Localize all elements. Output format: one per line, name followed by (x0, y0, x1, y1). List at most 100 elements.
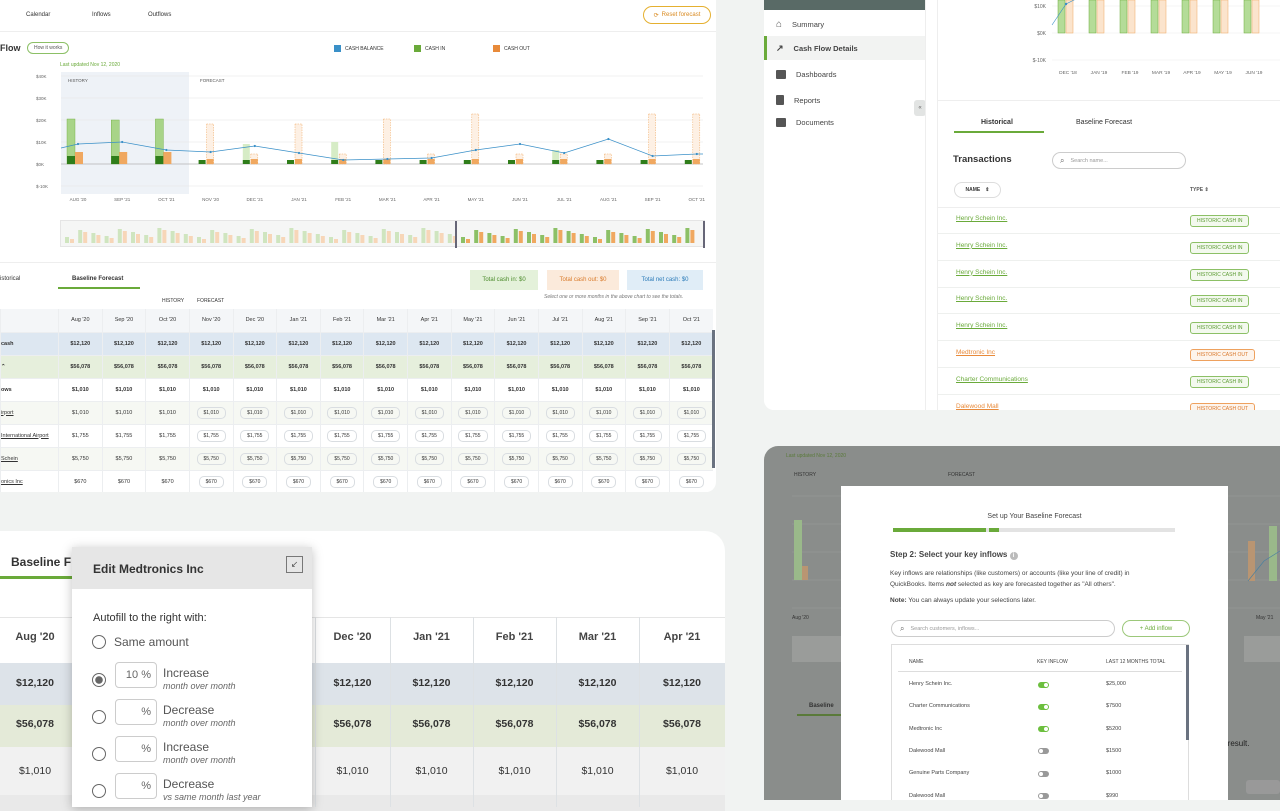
month-header[interactable]: Apr '21 (407, 309, 452, 333)
cash-in-bar[interactable] (111, 156, 120, 164)
amount-input[interactable]: $670 (329, 475, 355, 488)
month-header[interactable]: Dec '20 (232, 309, 277, 333)
cash-out-bar[interactable] (383, 118, 391, 165)
table-cell[interactable]: $1,010 (319, 401, 364, 425)
cash-out-bar[interactable] (1127, 0, 1136, 34)
cash-in-bar[interactable] (1150, 0, 1159, 34)
month-header[interactable]: Jan '21 (413, 631, 450, 643)
amount-input[interactable]: $5,750 (676, 452, 707, 465)
cash-out-bar[interactable] (471, 113, 480, 165)
cash-in-bar[interactable] (419, 160, 427, 164)
table-cell[interactable]: $5,750 (494, 447, 539, 471)
transaction-row[interactable]: Henry Schein Inc. HISTORIC CASH IN (938, 261, 1280, 288)
tab-baseline-forecast[interactable]: Baseline Forecast (72, 276, 124, 282)
table-cell[interactable]: $1,010 (581, 401, 626, 425)
amount-input[interactable]: $1,010 (414, 406, 444, 419)
month-header[interactable]: Aug '21 (581, 309, 626, 333)
amount-input[interactable]: $1,755 (589, 429, 619, 442)
cash-out-bar[interactable] (692, 113, 701, 165)
month-header[interactable]: Mar '21 (578, 631, 617, 643)
month-header[interactable]: Feb '21 (495, 631, 534, 643)
cashflow-chart[interactable]: HISTORY FORECAST $40K $30K $20K $10K $0K $-10… (0, 68, 716, 208)
cash-in-bar[interactable] (331, 160, 339, 164)
table-cell[interactable]: $1,755 (363, 424, 408, 448)
amount-input[interactable]: $1,755 (196, 429, 226, 442)
cash-out-bar[interactable] (471, 159, 479, 164)
slider-handle-left[interactable] (455, 221, 457, 248)
table-cell[interactable]: $670 (450, 470, 495, 492)
nav-documents[interactable]: Documents (776, 118, 834, 127)
cash-out-bar[interactable] (1065, 0, 1074, 34)
amount-input[interactable]: $670 (591, 475, 617, 488)
month-header[interactable]: Apr '21 (663, 631, 701, 643)
range-slider[interactable] (60, 220, 705, 248)
percent-input[interactable]: 10 % (115, 662, 157, 688)
cash-out-bar[interactable] (1251, 0, 1260, 34)
table-cell[interactable]: $1,755 (407, 424, 452, 448)
table-cell[interactable]: $670 (494, 470, 539, 492)
amount-input[interactable]: $5,750 (240, 452, 270, 465)
key-inflow-toggle[interactable] (1038, 703, 1049, 710)
row-label[interactable]: onics Inc (0, 470, 59, 492)
month-header[interactable]: Dec '20 (333, 631, 372, 643)
month-header[interactable]: Sep '20 (101, 309, 146, 333)
table-cell[interactable]: $1,755 (625, 424, 670, 448)
table-cell[interactable]: $1,755 (494, 424, 539, 448)
cash-in-bar[interactable] (331, 142, 339, 164)
amount-input[interactable]: $670 (373, 475, 399, 488)
table-cell[interactable]: $670 (276, 470, 321, 492)
table-cell[interactable]: $670 (537, 470, 582, 492)
amount-input[interactable]: $1,755 (545, 429, 575, 442)
key-inflow-toggle[interactable] (1038, 748, 1049, 755)
transaction-name-link[interactable]: Henry Schein Inc. (956, 295, 1008, 303)
nav-summary[interactable]: ⌂ Summary (776, 19, 825, 30)
cash-in-bar[interactable] (1119, 0, 1128, 34)
amount-input[interactable]: $1,010 (545, 406, 575, 419)
cash-out-bar[interactable] (250, 159, 258, 164)
table-cell[interactable]: $5,750 (407, 447, 452, 471)
cash-in-bar[interactable] (1057, 0, 1066, 34)
cash-out-bar[interactable] (163, 152, 172, 164)
tab-baseline[interactable]: Baseline F (11, 555, 72, 569)
month-header[interactable]: Jun '21 (494, 309, 539, 333)
table-cell[interactable]: $5,750 (625, 447, 670, 471)
transaction-row[interactable]: Henry Schein Inc. HISTORIC CASH IN (938, 207, 1280, 234)
transaction-row[interactable]: Henry Schein Inc. HISTORIC CASH IN (938, 234, 1280, 261)
search-input[interactable]: ⌕ Search name... (1052, 152, 1186, 169)
cash-in-bar[interactable] (1181, 0, 1190, 34)
month-header[interactable]: Oct '21 (668, 309, 713, 333)
table-cell[interactable]: $5,750 (188, 447, 233, 471)
transaction-name-link[interactable]: Henry Schein Inc. (956, 215, 1008, 222)
amount-input[interactable]: $5,750 (327, 452, 357, 465)
month-header[interactable]: Feb '21 (319, 309, 364, 333)
amount-input[interactable]: $670 (416, 475, 442, 488)
table-cell[interactable]: $5,750 (232, 447, 277, 471)
table-cell[interactable]: $1,755 (581, 424, 626, 448)
cash-in-bar[interactable] (287, 160, 294, 164)
table-cell[interactable]: $670 (625, 470, 670, 492)
cash-out-bar[interactable] (119, 152, 128, 164)
cash-out-bar[interactable] (648, 159, 656, 164)
transaction-name-link[interactable]: Medtronic Inc (956, 349, 996, 356)
cash-out-bar[interactable] (206, 123, 214, 165)
cash-out-bar[interactable] (294, 123, 303, 165)
amount-input[interactable]: $5,750 (283, 452, 314, 465)
nav-reports[interactable]: Reports (776, 95, 820, 105)
table-cell[interactable]: $670 (232, 470, 277, 492)
transaction-name-link[interactable]: Henry Schein Inc. (956, 322, 1008, 330)
cash-out-bar[interactable] (75, 152, 83, 164)
amount-input[interactable]: $1,010 (501, 406, 532, 419)
table-row[interactable]: ⌃ $56,078 $56,078 $56,078 $56,078 $56,078 $56,… (0, 355, 713, 379)
cash-in-bar[interactable] (1088, 0, 1097, 34)
amount-input[interactable]: $670 (242, 475, 268, 488)
amount-input[interactable]: $1,010 (458, 406, 488, 419)
radio-button[interactable] (92, 635, 106, 649)
scrollbar[interactable] (1186, 645, 1189, 740)
cash-in-bar[interactable] (508, 160, 515, 164)
table-cell[interactable]: $1,755 (276, 424, 321, 448)
amount-input[interactable]: $1,010 (371, 406, 401, 419)
cash-in-bar[interactable] (155, 156, 164, 164)
amount-input[interactable]: $5,750 (589, 452, 619, 465)
cash-in-bar[interactable] (552, 150, 560, 164)
slider-handle-right[interactable] (703, 221, 705, 248)
